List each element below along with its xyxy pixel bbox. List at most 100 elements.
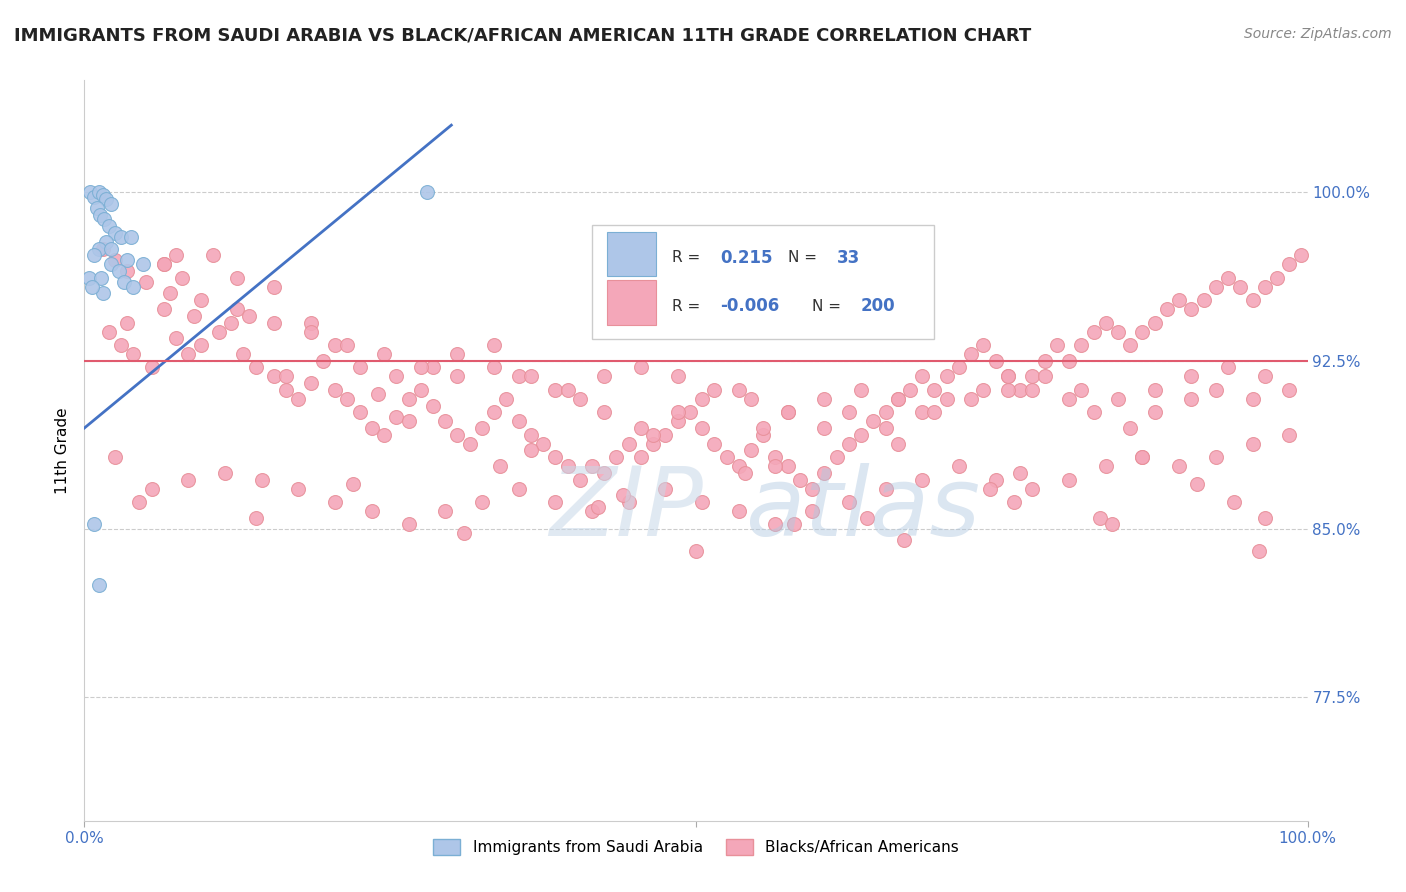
Point bbox=[887, 392, 910, 406]
Point bbox=[104, 450, 127, 465]
Point bbox=[1205, 383, 1227, 397]
Point bbox=[1241, 392, 1264, 406]
Point bbox=[911, 369, 934, 384]
Point bbox=[1107, 325, 1129, 339]
Point bbox=[520, 369, 543, 384]
Point bbox=[86, 201, 108, 215]
Point bbox=[972, 338, 994, 352]
Point bbox=[544, 383, 567, 397]
Point bbox=[1057, 392, 1080, 406]
Point bbox=[972, 383, 994, 397]
Point bbox=[1187, 477, 1209, 491]
Point bbox=[360, 504, 382, 518]
Point bbox=[96, 235, 118, 249]
Point bbox=[875, 421, 897, 435]
Point bbox=[875, 482, 897, 496]
Point bbox=[935, 392, 957, 406]
Point bbox=[801, 482, 824, 496]
Point bbox=[508, 369, 530, 384]
Text: 33: 33 bbox=[837, 249, 860, 267]
Point bbox=[924, 405, 946, 419]
Text: R =: R = bbox=[672, 299, 704, 314]
Point bbox=[612, 488, 634, 502]
Point bbox=[287, 392, 309, 406]
Point bbox=[1143, 383, 1166, 397]
Point bbox=[520, 427, 543, 442]
Point bbox=[219, 316, 242, 330]
Point bbox=[654, 427, 676, 442]
Point bbox=[458, 436, 481, 450]
Point bbox=[1070, 383, 1092, 397]
Point bbox=[862, 414, 884, 428]
Point bbox=[997, 383, 1019, 397]
Point bbox=[898, 383, 921, 397]
Point bbox=[128, 495, 150, 509]
Point bbox=[245, 510, 267, 524]
Point bbox=[79, 186, 101, 200]
Point bbox=[605, 450, 627, 465]
Point bbox=[776, 405, 799, 419]
Point bbox=[1247, 544, 1270, 558]
Point bbox=[643, 427, 665, 442]
Point bbox=[91, 187, 114, 202]
Point bbox=[581, 459, 603, 474]
Point bbox=[997, 369, 1019, 384]
Point bbox=[654, 482, 676, 496]
Point bbox=[813, 466, 835, 480]
Point bbox=[471, 495, 494, 509]
Point bbox=[165, 331, 187, 345]
Point bbox=[107, 264, 129, 278]
Point bbox=[214, 466, 236, 480]
Point bbox=[544, 450, 567, 465]
Point bbox=[141, 482, 163, 496]
Point bbox=[1143, 316, 1166, 330]
Point bbox=[471, 421, 494, 435]
Point bbox=[520, 443, 543, 458]
Point bbox=[87, 242, 110, 256]
Point bbox=[544, 495, 567, 509]
Point bbox=[1083, 325, 1105, 339]
Point bbox=[482, 338, 505, 352]
Legend: Immigrants from Saudi Arabia, Blacks/African Americans: Immigrants from Saudi Arabia, Blacks/Afr… bbox=[427, 833, 965, 861]
Point bbox=[1156, 302, 1178, 317]
Point bbox=[1119, 421, 1142, 435]
Point bbox=[1083, 405, 1105, 419]
Point bbox=[1033, 369, 1056, 384]
Point bbox=[1119, 338, 1142, 352]
Point bbox=[446, 347, 468, 361]
Point bbox=[115, 264, 138, 278]
Point bbox=[245, 360, 267, 375]
Point bbox=[122, 347, 145, 361]
Point bbox=[91, 242, 114, 256]
Point bbox=[765, 450, 787, 465]
Point bbox=[727, 504, 749, 518]
Point bbox=[734, 466, 756, 480]
Point bbox=[100, 257, 122, 271]
Point bbox=[984, 473, 1007, 487]
Point bbox=[727, 383, 749, 397]
Point bbox=[1278, 257, 1301, 271]
Point bbox=[89, 208, 111, 222]
Point bbox=[104, 226, 127, 240]
Point bbox=[1132, 450, 1154, 465]
Point bbox=[979, 482, 1001, 496]
Point bbox=[122, 279, 145, 293]
Text: 200: 200 bbox=[860, 297, 896, 315]
Point bbox=[887, 436, 910, 450]
Point bbox=[83, 190, 105, 204]
Point bbox=[373, 427, 395, 442]
Point bbox=[1021, 383, 1043, 397]
Point bbox=[323, 383, 346, 397]
Point bbox=[77, 270, 100, 285]
Point bbox=[911, 473, 934, 487]
Point bbox=[1216, 270, 1239, 285]
Point bbox=[208, 325, 231, 339]
Point bbox=[422, 360, 444, 375]
Point bbox=[453, 526, 475, 541]
Point bbox=[666, 414, 689, 428]
Point bbox=[226, 270, 249, 285]
Point bbox=[752, 421, 775, 435]
Point bbox=[617, 495, 640, 509]
Point bbox=[385, 369, 408, 384]
Point bbox=[875, 405, 897, 419]
